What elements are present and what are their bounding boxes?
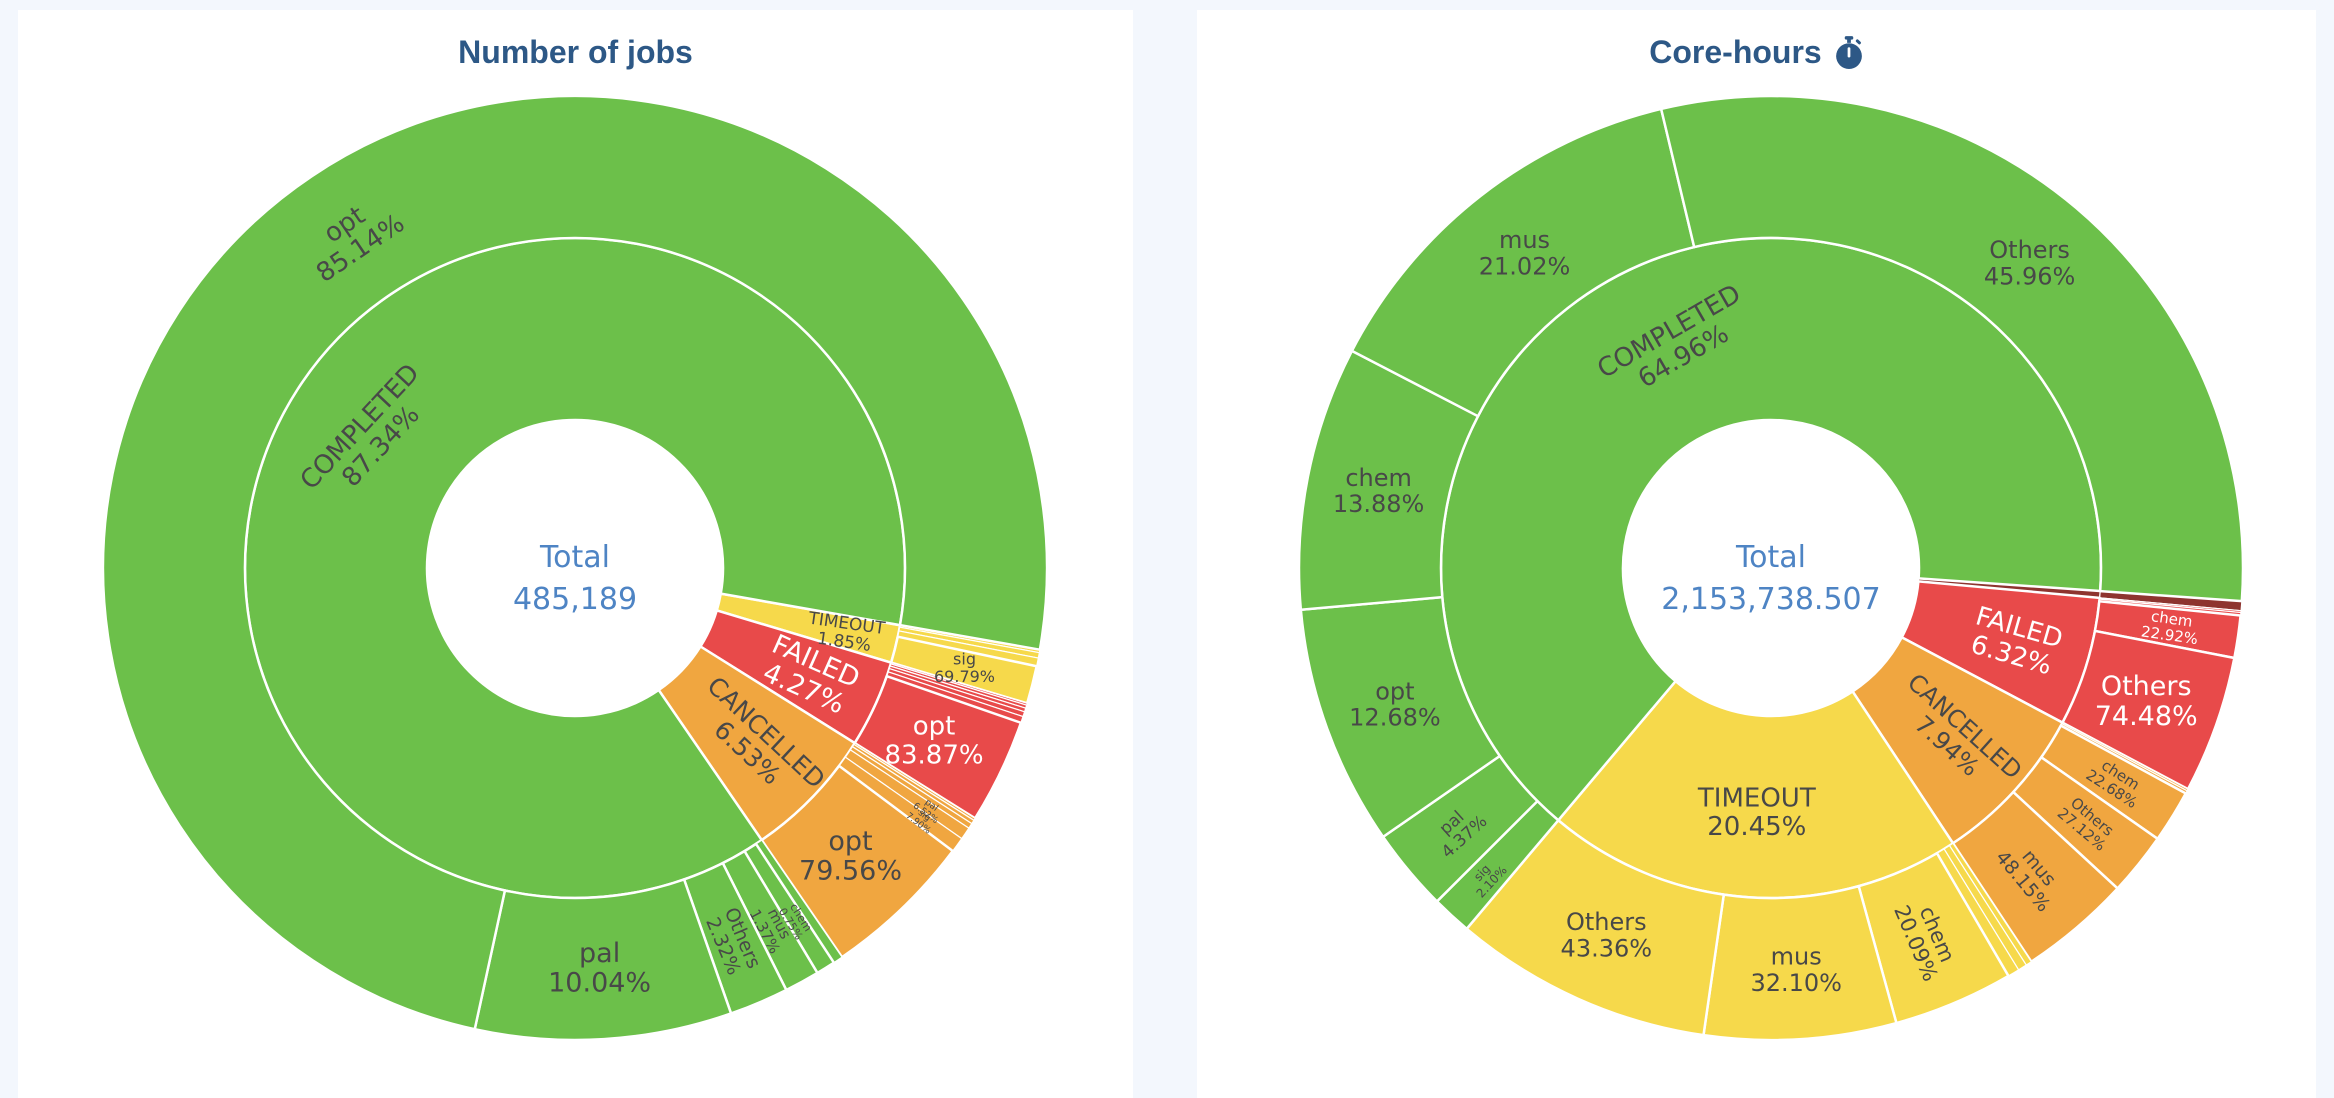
- slice-label: opt 12.68%: [1349, 677, 1441, 731]
- jobs-total-label: Total: [539, 540, 611, 575]
- jobs-chart-title: Number of jobs: [18, 34, 1133, 71]
- core-hours-total-label: Total: [1735, 540, 1807, 575]
- slice-jobs-COMPLETED-opt[interactable]: [101, 94, 1049, 1031]
- slice-label: mus 21.02%: [1479, 226, 1571, 280]
- slice-core-hours-COMPLETED-Others[interactable]: [1659, 94, 2245, 603]
- slice-label: TIMEOUT 20.45%: [1697, 783, 1816, 842]
- core-hours-center-text: Total 2,153,738.507: [1571, 537, 1971, 621]
- core-hours-sunburst-chart: FAILED6.32%chem22.92%Others 74.48%CANCELL…: [1297, 94, 2245, 1042]
- slice-label: Others 43.36%: [1561, 908, 1653, 962]
- slice-label: opt 83.87%: [884, 712, 983, 771]
- core-hours-chart-card: Core-hours FAILED6.32% chem22.92% Others 74…: [1197, 10, 2316, 1098]
- slice-label: sig 69.79%: [934, 649, 995, 686]
- slice-label: mus 32.10%: [1750, 942, 1842, 996]
- jobs-chart-card: Number of jobs TIMEOUT1.85% sig 69.79% FAIL…: [18, 10, 1133, 1098]
- stopwatch-icon: [1835, 35, 1862, 69]
- slice-label: chem 13.88%: [1333, 464, 1425, 518]
- jobs-chart-title-text: Number of jobs: [458, 34, 693, 70]
- jobs-total-value: 485,189: [512, 582, 638, 617]
- core-hours-total-value: 2,153,738.507: [1661, 582, 1881, 617]
- slice-label: pal 10.04%: [548, 938, 651, 999]
- jobs-sunburst-chart: TIMEOUT1.85%sig 69.79%FAILED4.27%opt 83.87…: [101, 94, 1049, 1042]
- slice-label: opt 79.56%: [799, 826, 902, 887]
- core-hours-chart-title-text: Core-hours: [1649, 34, 1822, 70]
- core-hours-chart-title: Core-hours: [1197, 34, 2316, 71]
- slice-label: Others 45.96%: [1984, 236, 2076, 290]
- slice-label: Others 74.48%: [2095, 671, 2198, 732]
- jobs-center-text: Total 485,189: [375, 537, 775, 621]
